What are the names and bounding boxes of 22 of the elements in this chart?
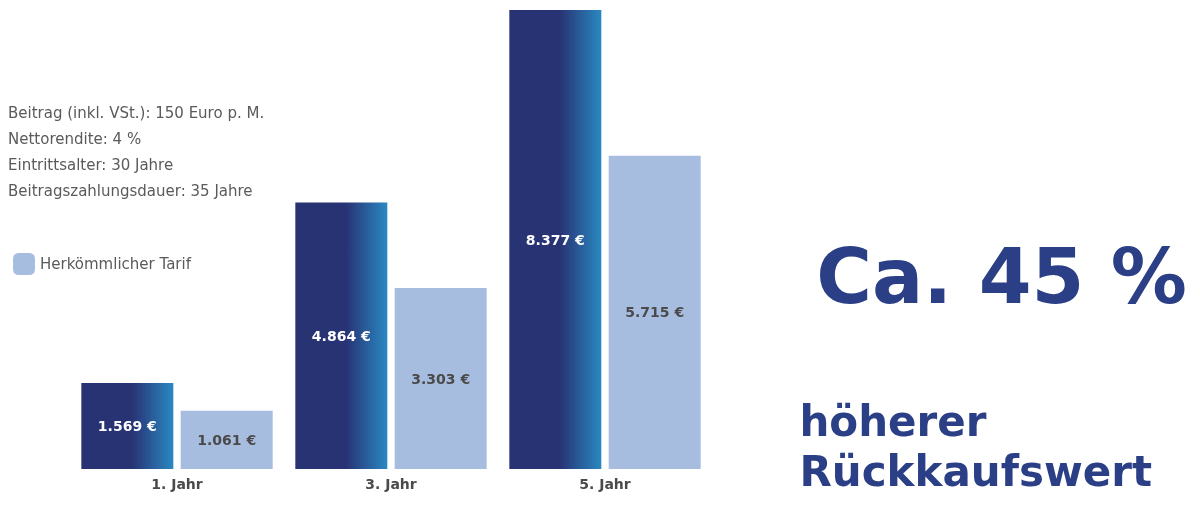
bar bbox=[295, 202, 388, 469]
bar bbox=[509, 10, 602, 469]
text: Ca. 45 % bbox=[816, 231, 1188, 321]
data-label: 4.864 € bbox=[311, 327, 371, 344]
legend-label: Herkömmlicher Tarif bbox=[40, 255, 192, 273]
data-label: 1.569 € bbox=[97, 418, 157, 435]
text: höherer Rückkaufswert bbox=[799, 396, 1152, 496]
data-label: 5.715 € bbox=[625, 304, 685, 321]
data-label: 8.377 € bbox=[525, 231, 585, 248]
bar bbox=[81, 383, 174, 469]
data-label: 1.061 € bbox=[197, 431, 257, 448]
bar bbox=[394, 288, 487, 469]
x-tick-label: 1. Jahr bbox=[151, 476, 203, 492]
data-label: 3.303 € bbox=[411, 370, 471, 387]
annotation: Eintrittsalter: 30 Jahre bbox=[8, 155, 174, 174]
bar bbox=[608, 155, 701, 469]
annotation: Beitragszahlungsdauer: 35 Jahre bbox=[8, 181, 253, 200]
bar bbox=[180, 410, 273, 469]
x-tick-label: 3. Jahr bbox=[365, 476, 417, 492]
annotation: Beitrag (inkl. VSt.): 150 Euro p. M. bbox=[8, 103, 265, 122]
annotation: Nettorendite: 4 % bbox=[8, 129, 142, 148]
x-tick-label: 5. Jahr bbox=[579, 476, 631, 492]
